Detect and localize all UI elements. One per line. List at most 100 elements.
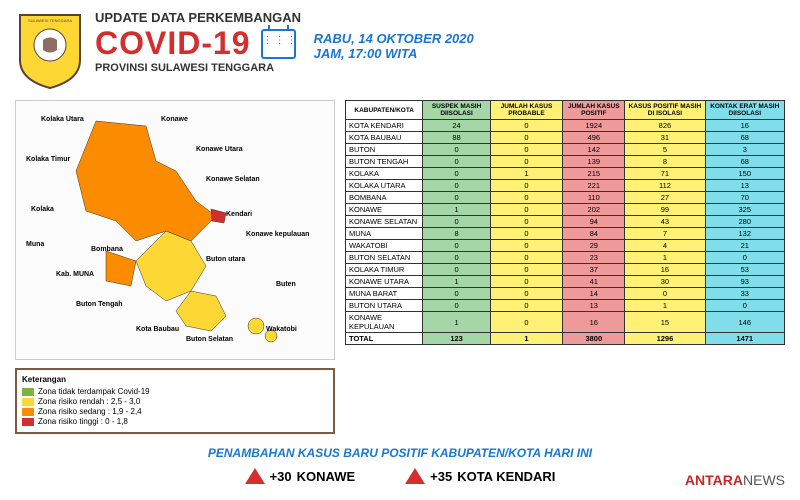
watermark-suffix: NEWS	[743, 472, 785, 488]
table-cell: 13	[705, 180, 784, 192]
table-row: KOLAKA0121571150	[346, 168, 785, 180]
case-region: KOTA KENDARI	[457, 469, 555, 484]
map-label: Bombana	[91, 246, 123, 253]
table-row: KONAWE UTARA10413093	[346, 276, 785, 288]
table-cell: 16	[705, 120, 784, 132]
table-cell: 0	[490, 132, 563, 144]
table-cell: 0	[490, 240, 563, 252]
table-row: WAKATOBI0029421	[346, 240, 785, 252]
table-row: KONAWE SELATAN009443280	[346, 216, 785, 228]
new-cases-row: +30KONAWE+35KOTA KENDARI	[15, 468, 785, 484]
map-label: Kab. MUNA	[56, 271, 94, 278]
legend-label: Zona tidak terdampak Covid-19	[38, 387, 150, 396]
map-label: Buton Tengah	[76, 301, 123, 308]
table-cell: 221	[563, 180, 625, 192]
table-cell: 0	[490, 288, 563, 300]
table-cell: 1	[423, 312, 490, 333]
province-name: PROVINSI SULAWESI TENGGARA	[95, 62, 785, 74]
legend-label: Zona risiko rendah : 2,5 - 3,0	[38, 397, 140, 406]
table-cell: 1471	[705, 333, 784, 345]
table-cell: BUTON SELATAN	[346, 252, 423, 264]
table-cell: 0	[490, 180, 563, 192]
map-label: Muna	[26, 241, 44, 248]
map-label: Konawe	[161, 116, 188, 123]
table-cell: KONAWE UTARA	[346, 276, 423, 288]
table-cell: 88	[423, 132, 490, 144]
table-cell: 280	[705, 216, 784, 228]
legend-swatch	[22, 398, 34, 406]
legend-title: Keterangan	[22, 375, 328, 384]
table-row: MUNA80847132	[346, 228, 785, 240]
table-cell: TOTAL	[346, 333, 423, 345]
table-cell: 0	[423, 300, 490, 312]
table-cell: 0	[490, 192, 563, 204]
table-cell: 68	[705, 156, 784, 168]
table-cell: 0	[705, 300, 784, 312]
table-cell: 24	[423, 120, 490, 132]
table-cell: 0	[423, 180, 490, 192]
time: JAM, 17:00 WITA	[314, 46, 474, 61]
table-cell: 23	[563, 252, 625, 264]
case-count: +30	[270, 469, 292, 484]
table-cell: 1	[490, 168, 563, 180]
table-cell: 94	[563, 216, 625, 228]
legend-swatch	[22, 388, 34, 396]
table-cell: 325	[705, 204, 784, 216]
table-cell: 146	[705, 312, 784, 333]
table-cell: 41	[563, 276, 625, 288]
table-cell: 70	[705, 192, 784, 204]
table-cell: 0	[423, 264, 490, 276]
new-cases-title: PENAMBAHAN KASUS BARU POSITIF KABUPATEN/…	[15, 446, 785, 460]
table-row: MUNA BARAT0014033	[346, 288, 785, 300]
table-cell: BUTON UTARA	[346, 300, 423, 312]
table-cell: 0	[490, 300, 563, 312]
table-row: KOLAKA UTARA0022111213	[346, 180, 785, 192]
table-row: KOTA KENDARI240192482616	[346, 120, 785, 132]
table-cell: 5	[625, 144, 705, 156]
table-cell: 1924	[563, 120, 625, 132]
table-cell: KOTA BAUBAU	[346, 132, 423, 144]
table-cell: 0	[423, 216, 490, 228]
table-cell: 0	[490, 276, 563, 288]
map-label: Kendari	[226, 211, 252, 218]
table-cell: 37	[563, 264, 625, 276]
legend-swatch	[22, 408, 34, 416]
table-header: SUSPEK MASIH DIISOLASI	[423, 101, 490, 120]
table-row: BOMBANA001102770	[346, 192, 785, 204]
table-cell: MUNA BARAT	[346, 288, 423, 300]
table-cell: 29	[563, 240, 625, 252]
legend-item: Zona tidak terdampak Covid-19	[22, 387, 328, 396]
table-cell: 0	[490, 156, 563, 168]
table-cell: 0	[423, 288, 490, 300]
table-cell: 112	[625, 180, 705, 192]
table-cell: 0	[490, 120, 563, 132]
table-cell: 8	[423, 228, 490, 240]
table-cell: KOTA KENDARI	[346, 120, 423, 132]
table-cell: KONAWE KEPULAUAN	[346, 312, 423, 333]
province-map: Kolaka UtaraKonaweKolaka TimurKonawe Uta…	[15, 100, 335, 360]
table-cell: 139	[563, 156, 625, 168]
table-row: BUTON SELATAN002310	[346, 252, 785, 264]
svg-text:SULAWESI TENGGARA: SULAWESI TENGGARA	[28, 18, 72, 23]
table-cell: 3	[705, 144, 784, 156]
legend-item: Zona risiko rendah : 2,5 - 3,0	[22, 397, 328, 406]
table-cell: 33	[705, 288, 784, 300]
table-cell: KONAWE	[346, 204, 423, 216]
table-cell: MUNA	[346, 228, 423, 240]
legend: Keterangan Zona tidak terdampak Covid-19…	[15, 368, 335, 434]
table-cell: KOLAKA TIMUR	[346, 264, 423, 276]
legend-item: Zona risiko tinggi : 0 - 1,8	[22, 417, 328, 426]
table-cell: 84	[563, 228, 625, 240]
covid-data-table: KABUPATEN/KOTASUSPEK MASIH DIISOLASIJUML…	[345, 100, 785, 345]
table-cell: 0	[490, 204, 563, 216]
map-label: Buton utara	[206, 256, 245, 263]
map-label: Buten	[276, 281, 296, 288]
table-cell: 14	[563, 288, 625, 300]
table-cell: 93	[705, 276, 784, 288]
legend-swatch	[22, 418, 34, 426]
table-cell: 3800	[563, 333, 625, 345]
table-cell: 826	[625, 120, 705, 132]
table-cell: 1	[423, 204, 490, 216]
table-cell: 496	[563, 132, 625, 144]
table-cell: 7	[625, 228, 705, 240]
